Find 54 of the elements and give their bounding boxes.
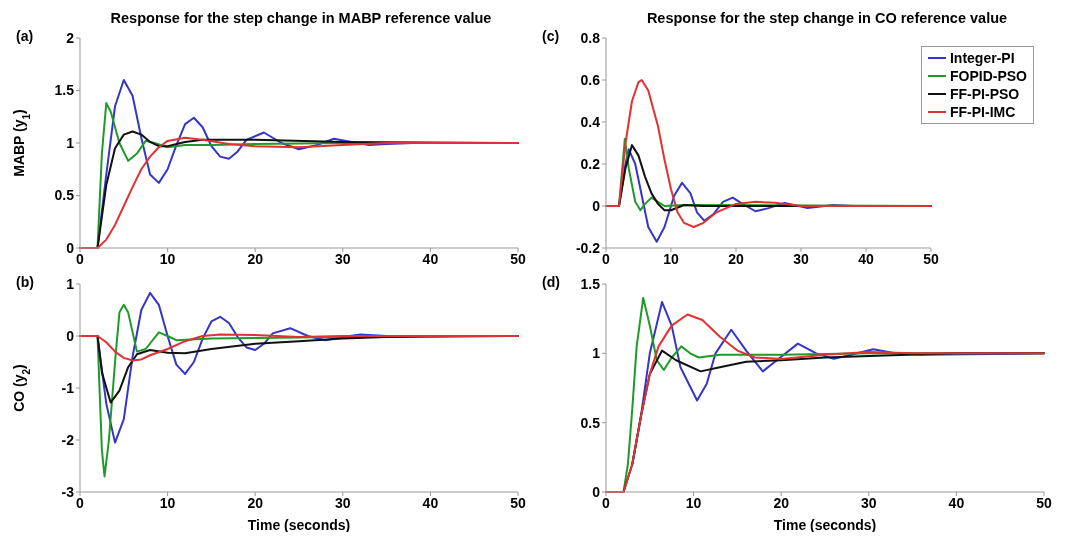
y-tick-label: 1 [66, 275, 75, 292]
legend-label: Integer-PI [949, 49, 1015, 67]
y-tick-label: 0.4 [580, 113, 601, 130]
y-tick-label: -0.2 [575, 239, 601, 256]
y-tick-label: -1 [61, 379, 75, 396]
y-tick-label: 1 [66, 134, 75, 151]
text: (b) [16, 274, 34, 290]
chart-title: Response for the step change in CO reference value [645, 10, 1009, 26]
legend-label: FF-PI-IMC [949, 103, 1016, 121]
x-tick-label: 20 [247, 250, 264, 267]
line-series [605, 79, 932, 228]
text: (d) [542, 274, 560, 290]
y-tick-label: 1.5 [54, 82, 75, 99]
y-tick-label: 2 [66, 29, 75, 46]
y-tick-label: 0.5 [54, 187, 75, 204]
y-tick-label: -2 [61, 431, 75, 448]
y-tick-label: 0 [66, 327, 75, 344]
y-tick-label: 0.6 [580, 71, 601, 88]
y-tick-label: 1 [592, 345, 601, 362]
x-tick-label: 50 [1036, 494, 1052, 511]
y-tick-label: 0 [592, 483, 601, 500]
x-tick-label: 40 [948, 494, 965, 511]
text: (c) [542, 28, 560, 44]
x-tick-label: 40 [422, 494, 439, 511]
x-tick-label: 30 [793, 250, 809, 267]
x-tick-label: 40 [422, 250, 439, 267]
x-axis-title: Time (seconds) [247, 517, 351, 533]
x-tick-label: 50 [510, 250, 526, 267]
y-tick-label: 0.5 [580, 414, 601, 431]
legend-label: FF-PI-PSO [949, 85, 1020, 103]
x-tick-label: 50 [923, 250, 939, 267]
y-tick-label: 0.8 [580, 29, 601, 46]
legend-label: FOPID-PSO [949, 67, 1027, 85]
x-tick-label: 30 [335, 494, 351, 511]
x-tick-label: 20 [773, 494, 790, 511]
x-tick-label: 30 [861, 494, 877, 511]
y-tick-label: -3 [61, 483, 75, 500]
y-tick-label: 0 [592, 197, 601, 214]
x-tick-label: 20 [247, 494, 264, 511]
chart-title: Response for the step change in MABP reference value [109, 10, 493, 26]
x-tick-label: 50 [510, 494, 526, 511]
x-tick-label: 10 [159, 250, 176, 267]
x-axis-title: Time (seconds) [773, 517, 877, 533]
line-series [79, 333, 519, 362]
x-tick-label: 30 [335, 250, 351, 267]
y-tick-label: 1.5 [580, 275, 601, 292]
x-tick-label: 10 [685, 494, 702, 511]
x-tick-label: 40 [858, 250, 874, 267]
x-tick-label: 10 [159, 494, 176, 511]
x-tick-label: 10 [663, 250, 679, 267]
y-tick-label: 0 [66, 239, 75, 256]
text: (a) [16, 28, 34, 44]
y-tick-label: 0.2 [580, 155, 601, 172]
x-tick-label: 20 [728, 250, 744, 267]
